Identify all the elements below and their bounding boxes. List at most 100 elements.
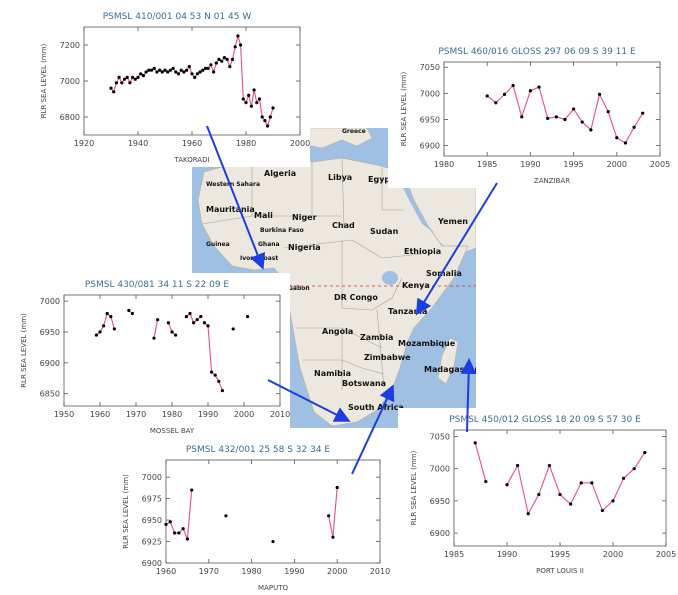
data-point (520, 115, 524, 119)
x-tick-label: 2000 (603, 550, 623, 559)
y-tick-label: 6800 (60, 113, 80, 122)
x-tick-label: 2000 (290, 139, 310, 148)
data-point (641, 111, 645, 115)
data-point (241, 97, 245, 101)
data-point (546, 116, 550, 120)
data-point (177, 531, 181, 535)
data-point (263, 119, 267, 123)
data-point (141, 74, 145, 78)
country-label-yemen: Yemen (437, 217, 468, 226)
chart-svg-takoradi: PSMSL 410/001 04 53 N 01 45 W 1920 1940 196… (40, 12, 310, 164)
country-label-guinea: Guinea (206, 241, 230, 248)
chart-port-louis: PSMSL 450/012 GLOSS 18 20 09 S 57 30 E 19… (398, 408, 676, 578)
data-point (606, 110, 610, 114)
data-point (260, 115, 264, 119)
data-point (152, 66, 156, 70)
data-point (271, 539, 275, 544)
data-point (185, 68, 189, 72)
data-point (537, 85, 541, 89)
data-point (239, 43, 243, 47)
y-tick-label: 6900 (420, 142, 440, 151)
x-tick-label: 1980 (434, 160, 454, 169)
x-tick-label: 1960 (90, 410, 110, 419)
data-point (214, 61, 218, 65)
data-point (580, 120, 584, 124)
data-point (158, 68, 162, 72)
x-tick-label: 1970 (126, 410, 146, 419)
data-point (249, 104, 253, 108)
data-point (222, 56, 226, 60)
data-point (271, 106, 275, 110)
data-point (563, 117, 567, 122)
y-tick-label: 6950 (142, 516, 162, 525)
data-point (526, 512, 530, 516)
data-point (528, 89, 532, 93)
data-point (149, 68, 154, 72)
x-tick-label: 1990 (198, 410, 218, 419)
data-point (139, 72, 143, 76)
country-label-tanzania: Tanzania (388, 307, 427, 316)
data-point (246, 314, 250, 319)
country-label-gabon: Gabon (288, 285, 310, 292)
data-point (163, 68, 167, 72)
series-segment (332, 487, 338, 538)
x-tick-label: 1940 (128, 139, 148, 148)
data-point (217, 379, 221, 383)
data-point (252, 88, 256, 92)
x-tick-label: 1970 (199, 567, 219, 576)
data-point (516, 463, 520, 468)
series-segment (486, 95, 497, 104)
x-axis-label: MOSSEL BAY (150, 427, 195, 435)
series-segment (633, 452, 646, 469)
country-label-mauritania: Mauritania (206, 205, 255, 214)
data-point (179, 68, 183, 72)
y-tick-label: 7000 (430, 465, 450, 474)
series-segment (512, 85, 523, 117)
x-tick-label: 1985 (444, 550, 464, 559)
x-tick-label: 2010 (270, 410, 290, 419)
chart-title: PSMSL 430/081 34 11 S 22 09 E (85, 280, 230, 290)
chart-title: PSMSL 432/001 25 58 S 32 34 E (186, 445, 331, 455)
series-segment (633, 112, 644, 128)
plot-frame (453, 429, 667, 547)
country-label-chad: Chad (332, 221, 355, 230)
data-point (505, 483, 509, 487)
series-segment (517, 465, 529, 514)
data-point (147, 68, 151, 72)
x-axis-label: TAKORADI (173, 156, 209, 164)
series-segment (602, 500, 614, 511)
data-point (192, 321, 196, 325)
data-point (206, 66, 210, 70)
plot-frame (83, 26, 301, 136)
series-segment (258, 98, 263, 118)
data-point (128, 81, 132, 85)
data-point (255, 101, 259, 105)
country-label-algeria: Algeria (264, 169, 296, 178)
data-point (160, 70, 164, 74)
country-label-ghana: Ghana (258, 241, 280, 248)
data-point (164, 522, 168, 526)
data-point (622, 476, 626, 480)
data-point (327, 514, 331, 518)
data-point (201, 68, 205, 72)
data-point (572, 107, 576, 111)
series-segment (623, 468, 635, 479)
data-point (231, 327, 235, 331)
chart-title: PSMSL 410/001 04 53 N 01 45 W (103, 12, 252, 22)
data-point (597, 92, 602, 96)
chart-title: PSMSL 460/016 GLOSS 297 06 09 S 39 11 E (438, 47, 636, 57)
y-tick-label: 7000 (142, 473, 162, 482)
y-axis-label: RLR SEA LEVEL (mm) (40, 43, 48, 118)
data-point (224, 514, 228, 518)
x-tick-label: 1960 (182, 139, 202, 148)
series-segment (189, 313, 195, 323)
x-tick-label: 1990 (284, 567, 304, 576)
data-point (188, 311, 192, 316)
chart-maputo: PSMSL 432/001 25 58 S 32 34 E 1960 1970 198… (110, 438, 390, 595)
country-label-libya: Libya (328, 173, 352, 182)
series-segment (167, 322, 173, 333)
x-tick-label: 1985 (477, 160, 497, 169)
series-segment (474, 442, 487, 482)
data-point (632, 125, 636, 129)
series-segment (538, 465, 550, 495)
